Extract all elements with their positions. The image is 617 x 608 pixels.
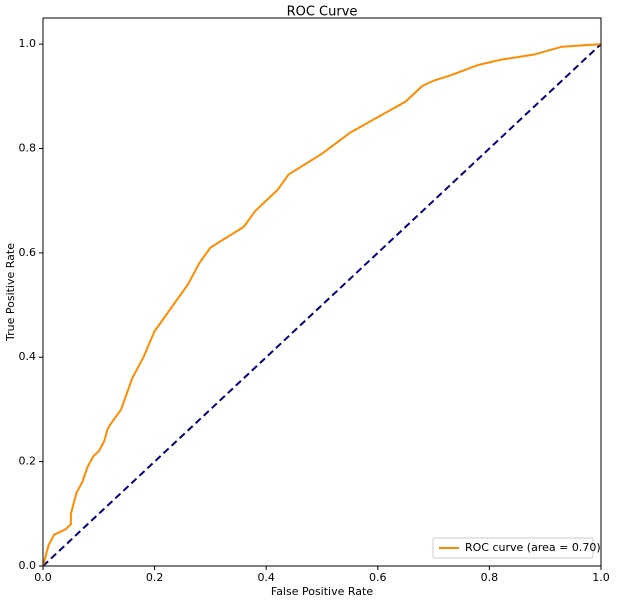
x-tick-label: 0.4 bbox=[257, 571, 275, 584]
x-tick-label: 0.2 bbox=[146, 571, 164, 584]
x-tick-label: 0.0 bbox=[34, 571, 52, 584]
y-tick-label: 1.0 bbox=[19, 37, 37, 50]
x-tick-label: 0.8 bbox=[481, 571, 499, 584]
y-tick-label: 0.0 bbox=[19, 559, 37, 572]
chart-title: ROC Curve bbox=[287, 5, 358, 20]
reference-line bbox=[42, 43, 602, 567]
x-tick-label: 1.0 bbox=[592, 571, 610, 584]
plot-frame bbox=[42, 17, 602, 567]
y-tick-label: 0.2 bbox=[19, 455, 37, 468]
x-tick-label: 0.6 bbox=[369, 571, 387, 584]
legend-box bbox=[432, 537, 594, 559]
y-tick-label: 0.4 bbox=[19, 350, 37, 363]
legend-label: ROC curve (area = 0.70) bbox=[465, 541, 601, 554]
roc-line bbox=[42, 43, 602, 567]
y-tick-label: 0.6 bbox=[19, 246, 37, 259]
y-axis-label: True Positive Rate bbox=[4, 243, 17, 342]
x-axis-label: False Positive Rate bbox=[271, 585, 373, 598]
y-tick-label: 0.8 bbox=[19, 141, 37, 154]
